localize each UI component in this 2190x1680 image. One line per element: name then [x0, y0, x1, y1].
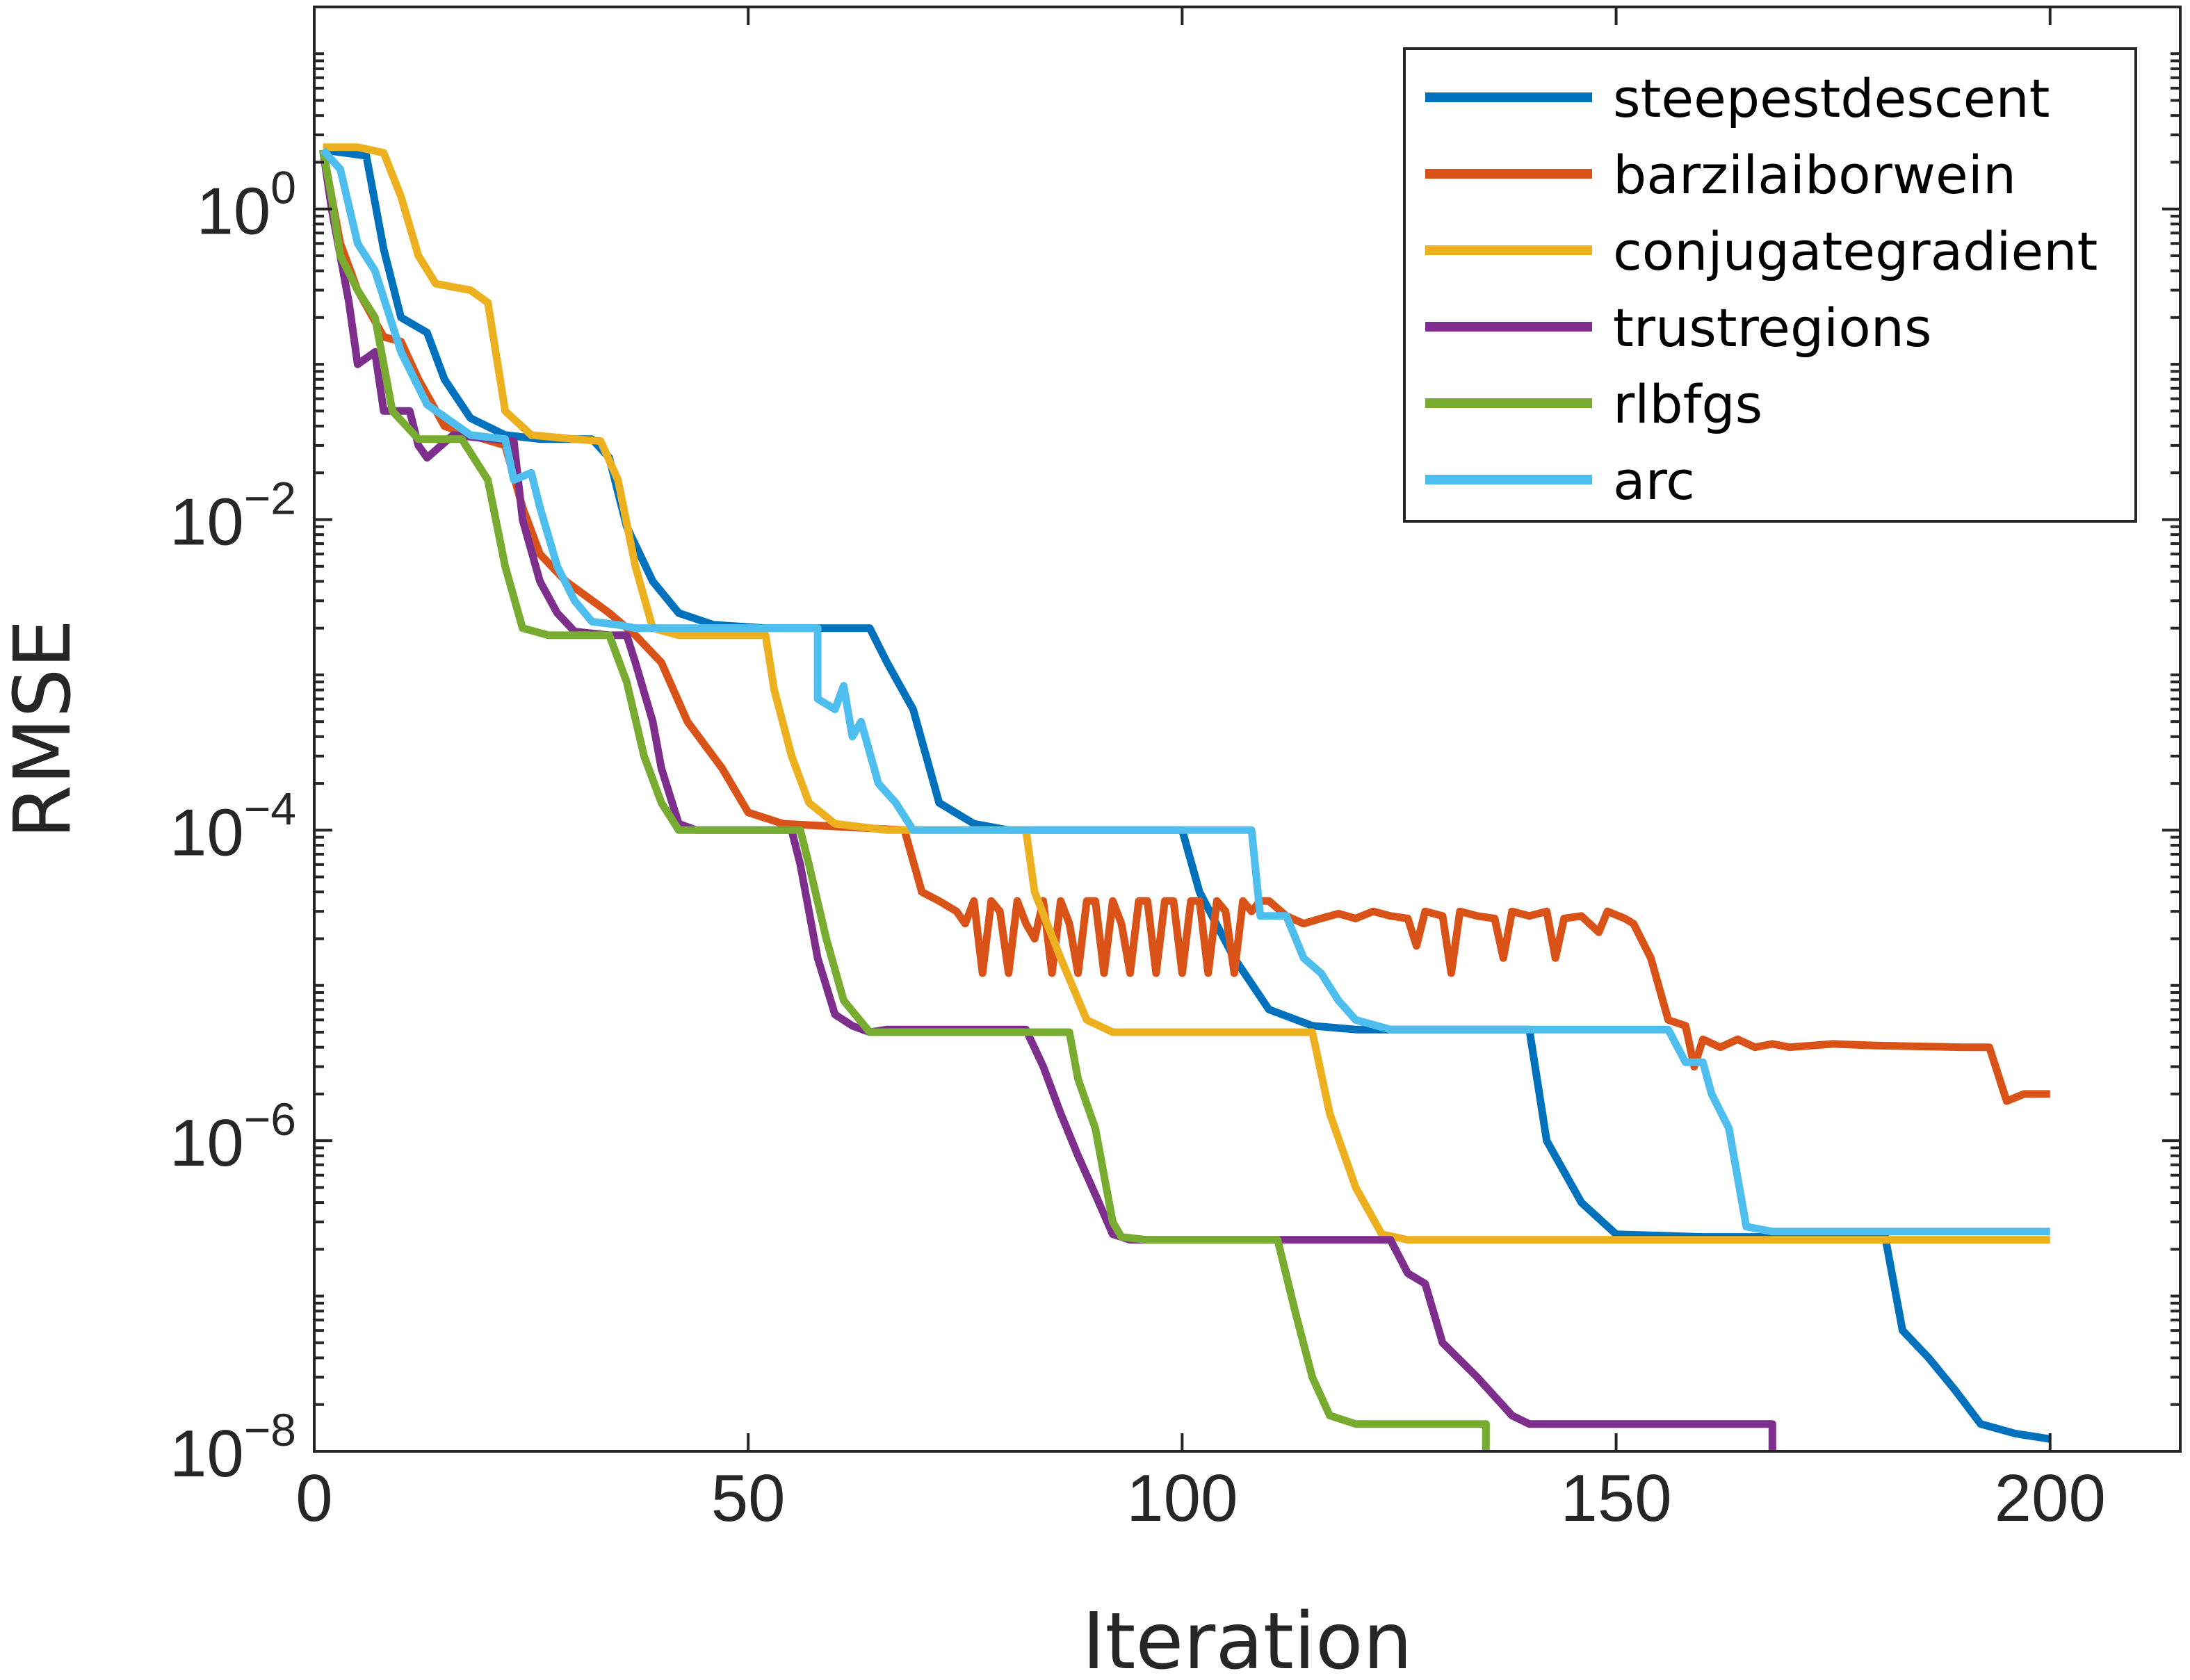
plot-area-frame [313, 6, 2182, 1453]
y-tick-label: 10−8 [170, 1404, 296, 1491]
y-tick-label: 10−2 [170, 473, 296, 560]
series-line-rlbfgs [319, 149, 1490, 1451]
x-tick-label: 100 [1126, 1461, 1238, 1535]
x-tick-label: 150 [1560, 1461, 1671, 1535]
x-axis-title: Iteration [1082, 1597, 1412, 1680]
legend-label-rlbfgs: rlbfgs [1613, 373, 1762, 435]
legend-box [1403, 47, 2137, 523]
y-tick-label: 10−6 [170, 1093, 296, 1180]
series-line-arc [320, 147, 2050, 1236]
tick-labels-layer: 0 50 100 150 200 10−8 10−6 10−4 10−2 100 [170, 162, 2106, 1535]
legend-label-steepestdescent: steepestdescent [1613, 67, 2050, 129]
y-tick-label: 100 [197, 162, 297, 249]
y-tick-label: 10−4 [170, 783, 296, 870]
x-tick-label: 50 [711, 1461, 786, 1535]
legend-label-trustregions: trustregions [1613, 297, 1932, 359]
legend-label-conjugategradient: conjugategradient [1613, 220, 2098, 282]
series-layer [319, 143, 2051, 1451]
y-axis-title: RMSE [0, 619, 88, 839]
legend: steepestdescent barzilaiborwein conjugateg… [1403, 47, 2137, 523]
x-tick-label: 200 [1995, 1461, 2106, 1535]
ticks-layer [313, 6, 2180, 1453]
legend-label-barzilaiborwein: barzilaiborwein [1613, 144, 2016, 206]
series-line-conjugategradient [323, 143, 2050, 1244]
series-line-barzilaiborwein [319, 149, 2050, 1105]
legend-label-arc: arc [1613, 450, 1695, 512]
x-tick-label: 0 [295, 1461, 332, 1535]
